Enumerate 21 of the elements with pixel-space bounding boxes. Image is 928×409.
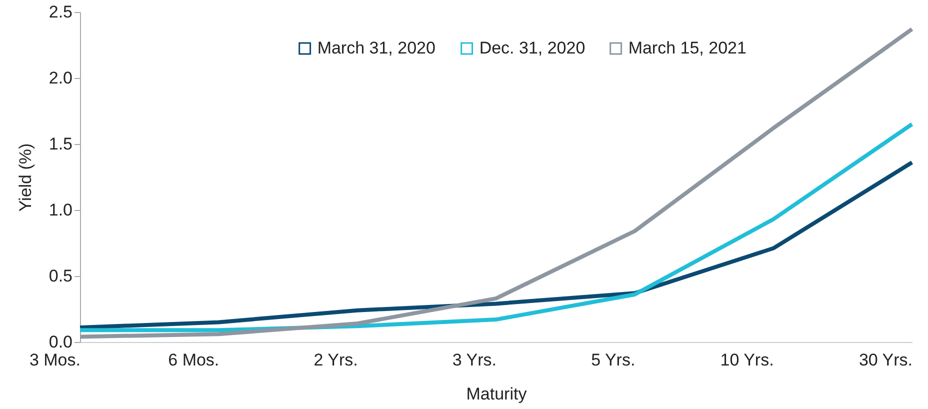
y-tick-label: 0.5: [48, 266, 72, 286]
line-series: [78, 160, 914, 330]
x-tick-label: 6 Mos.: [168, 350, 220, 370]
y-tick-label: 2.5: [48, 2, 72, 22]
x-tick-label: 3 Mos.: [29, 350, 80, 370]
y-tick-label: 2.0: [48, 68, 72, 88]
legend-label: Dec. 31, 2020: [479, 38, 586, 58]
x-tick-label: 5 Yrs.: [591, 350, 636, 370]
x-tick-label: 3 Yrs.: [452, 350, 496, 370]
y-tick-label: 0.0: [48, 332, 72, 352]
legend-label: March 15, 2021: [628, 38, 746, 58]
x-tick-label: 2 Yrs.: [314, 350, 358, 370]
legend-label: March 31, 2020: [317, 38, 436, 58]
y-tick-label: 1.0: [48, 200, 72, 220]
y-tick-label: 1.5: [48, 134, 72, 154]
y-axis-title: Yield (%): [16, 143, 35, 212]
x-axis-title: Maturity: [466, 384, 528, 404]
line-series: [78, 122, 914, 332]
x-tick-label: 30 Yrs.: [858, 350, 912, 370]
x-tick-label: 10 Yrs.: [720, 350, 774, 370]
line-series: [78, 27, 914, 339]
